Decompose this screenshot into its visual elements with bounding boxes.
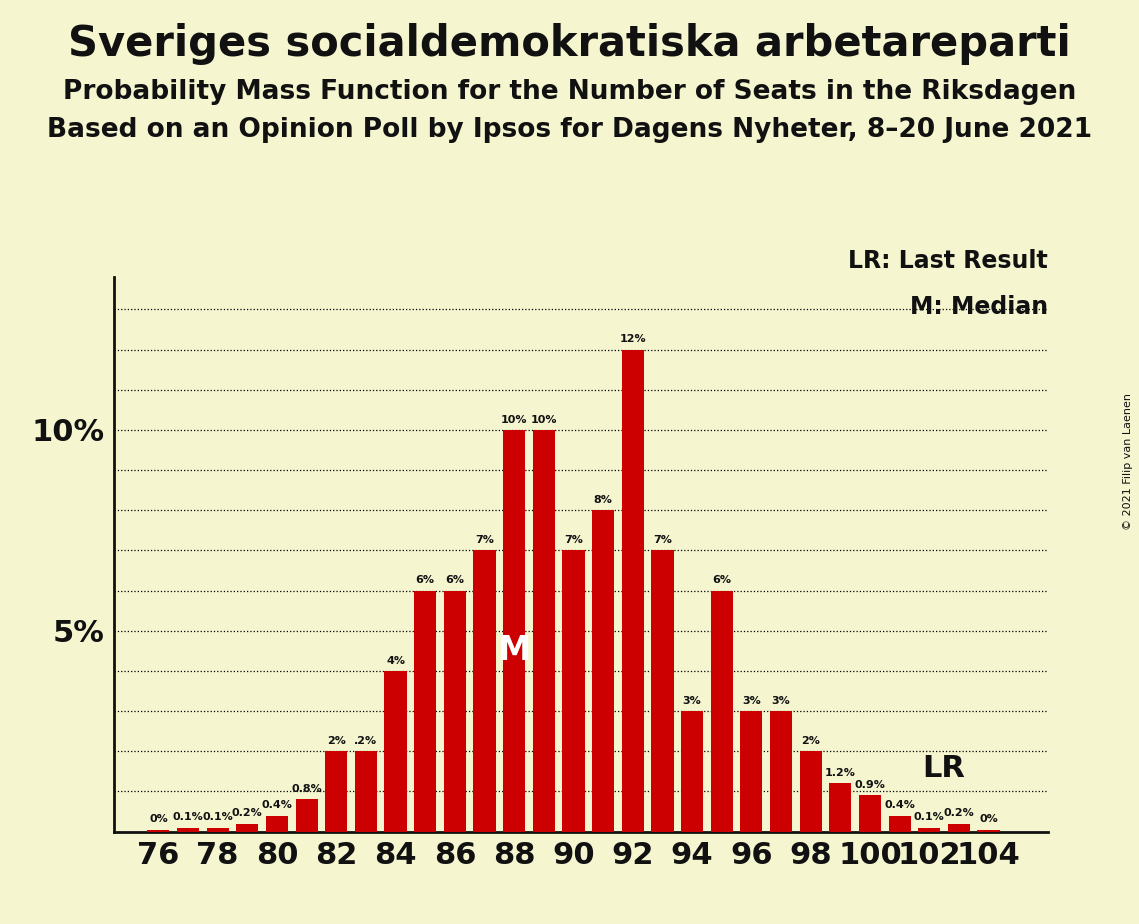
- Text: 0.2%: 0.2%: [232, 808, 263, 819]
- Text: 12%: 12%: [620, 334, 646, 345]
- Bar: [888, 816, 911, 832]
- Text: 3%: 3%: [741, 696, 761, 706]
- Text: Based on an Opinion Poll by Ipsos for Dagens Nyheter, 8–20 June 2021: Based on an Opinion Poll by Ipsos for Da…: [47, 117, 1092, 143]
- Text: 3%: 3%: [682, 696, 702, 706]
- Bar: [859, 796, 882, 832]
- Text: .2%: .2%: [354, 736, 377, 746]
- Text: 0.4%: 0.4%: [262, 800, 293, 810]
- Bar: [800, 751, 822, 832]
- Text: 7%: 7%: [475, 535, 494, 545]
- Bar: [948, 823, 970, 832]
- Text: 10%: 10%: [531, 415, 557, 425]
- Bar: [503, 430, 525, 832]
- Bar: [474, 551, 495, 832]
- Bar: [355, 751, 377, 832]
- Text: 6%: 6%: [445, 576, 465, 585]
- Bar: [829, 784, 852, 832]
- Bar: [147, 830, 170, 832]
- Bar: [265, 816, 288, 832]
- Text: 0%: 0%: [149, 814, 167, 824]
- Bar: [770, 711, 792, 832]
- Text: 0.1%: 0.1%: [203, 812, 233, 822]
- Text: 0.1%: 0.1%: [913, 812, 944, 822]
- Bar: [325, 751, 347, 832]
- Text: 2%: 2%: [327, 736, 346, 746]
- Bar: [295, 799, 318, 832]
- Text: 0.1%: 0.1%: [173, 812, 204, 822]
- Text: 8%: 8%: [593, 495, 613, 505]
- Text: Sveriges socialdemokratiska arbetareparti: Sveriges socialdemokratiska arbetarepart…: [68, 23, 1071, 65]
- Text: 0.4%: 0.4%: [884, 800, 915, 810]
- Text: LR: Last Result: LR: Last Result: [849, 249, 1048, 273]
- Text: 0%: 0%: [980, 814, 998, 824]
- Text: 0.8%: 0.8%: [292, 784, 322, 795]
- Text: 4%: 4%: [386, 656, 405, 665]
- Bar: [415, 590, 436, 832]
- Bar: [236, 823, 259, 832]
- Bar: [444, 590, 466, 832]
- Bar: [385, 671, 407, 832]
- Text: LR: LR: [923, 754, 966, 784]
- Text: 0.9%: 0.9%: [854, 780, 885, 790]
- Bar: [592, 510, 614, 832]
- Bar: [563, 551, 584, 832]
- Bar: [711, 590, 732, 832]
- Text: M: Median: M: Median: [910, 295, 1048, 319]
- Text: © 2021 Filip van Laenen: © 2021 Filip van Laenen: [1123, 394, 1133, 530]
- Bar: [652, 551, 673, 832]
- Text: 6%: 6%: [712, 576, 731, 585]
- Text: 1.2%: 1.2%: [825, 768, 855, 778]
- Text: 7%: 7%: [653, 535, 672, 545]
- Text: 2%: 2%: [801, 736, 820, 746]
- Bar: [918, 828, 941, 832]
- Bar: [681, 711, 703, 832]
- Text: 10%: 10%: [501, 415, 527, 425]
- Bar: [740, 711, 762, 832]
- Text: 7%: 7%: [564, 535, 583, 545]
- Text: 6%: 6%: [416, 576, 435, 585]
- Bar: [533, 430, 555, 832]
- Bar: [177, 828, 199, 832]
- Text: 3%: 3%: [771, 696, 790, 706]
- Text: M: M: [498, 634, 531, 667]
- Text: 0.2%: 0.2%: [943, 808, 974, 819]
- Bar: [622, 349, 644, 832]
- Text: Probability Mass Function for the Number of Seats in the Riksdagen: Probability Mass Function for the Number…: [63, 79, 1076, 104]
- Bar: [977, 830, 1000, 832]
- Bar: [206, 828, 229, 832]
